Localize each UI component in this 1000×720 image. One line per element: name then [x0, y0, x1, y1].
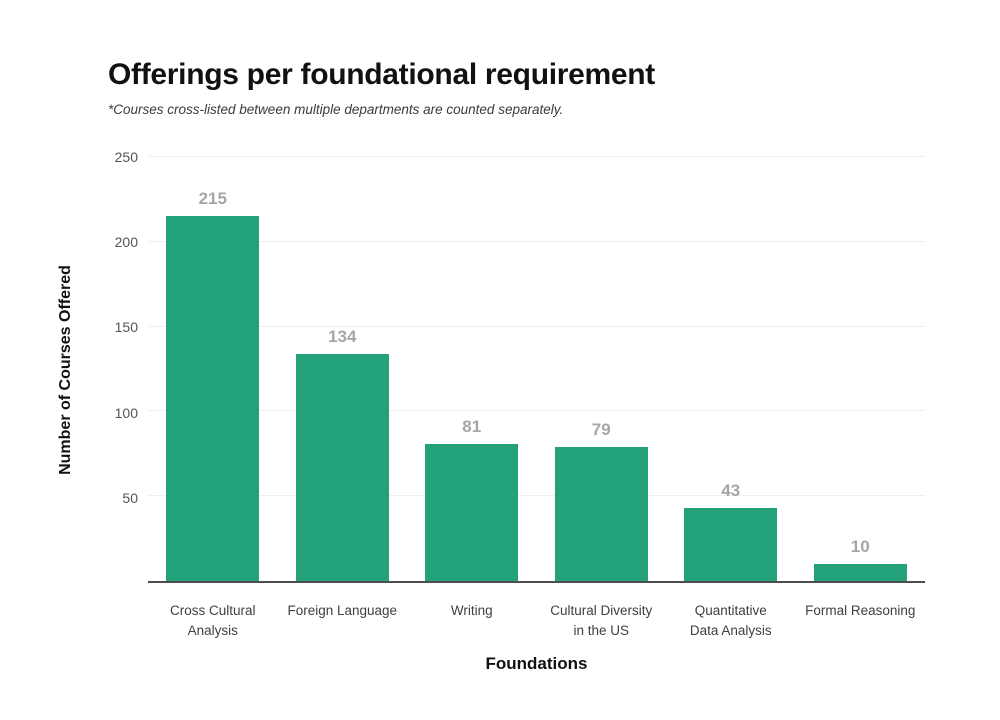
bar	[554, 447, 648, 581]
y-tick-label: 250	[114, 149, 138, 165]
y-tick-label: 150	[114, 319, 138, 336]
grid-line	[148, 240, 925, 242]
bar	[295, 353, 389, 581]
bar-slot: 43	[666, 157, 796, 581]
x-tick-label: Writing	[450, 603, 493, 618]
bar-slot: 134	[278, 157, 408, 581]
bar-slot: 81	[407, 157, 537, 581]
bar	[166, 216, 260, 581]
bar-value-label: 43	[721, 481, 741, 501]
grid-line	[148, 410, 925, 412]
bar-slot: 10	[796, 157, 926, 581]
bar-value-label: 134	[328, 326, 357, 346]
y-axis-ticks: 50 100 150 200 250	[0, 149, 138, 583]
grid-line	[148, 156, 925, 157]
bar-value-label: 215	[198, 189, 227, 209]
grid-line	[148, 325, 925, 327]
bar-value-label: 10	[850, 537, 870, 557]
x-axis-labels: Cross Cultural Analysis Foreign Language W…	[148, 601, 925, 641]
bar	[684, 508, 778, 581]
x-tick-label: Formal Reasoning	[805, 603, 916, 618]
bar-slot: 79	[537, 157, 667, 581]
x-tick-label: Cross Cultural Analysis	[169, 603, 256, 638]
x-tick-label: Foreign Language	[287, 603, 398, 618]
x-tick-label: Cultural Diversity in the US	[550, 603, 653, 638]
plot-area: 215 134 81 79 43 10	[148, 156, 925, 583]
y-tick-label: 50	[122, 489, 138, 506]
grid-line	[148, 495, 925, 497]
x-tick-label: Quantitative Data Analysis	[689, 603, 772, 638]
bar-slot: 215	[148, 157, 278, 581]
x-axis-title: Foundations	[485, 654, 588, 673]
chart-title: Offerings per foundational requirement	[108, 58, 655, 91]
chart-subtitle: *Courses cross-listed between multiple d…	[108, 102, 564, 117]
bar-value-label: 79	[591, 420, 611, 440]
bar	[425, 443, 519, 581]
bar-value-label: 81	[462, 416, 482, 436]
bars: 215 134 81 79 43 10	[148, 157, 925, 581]
bar	[813, 564, 907, 581]
y-tick-label: 200	[114, 234, 138, 251]
y-tick-label: 100	[114, 404, 138, 421]
